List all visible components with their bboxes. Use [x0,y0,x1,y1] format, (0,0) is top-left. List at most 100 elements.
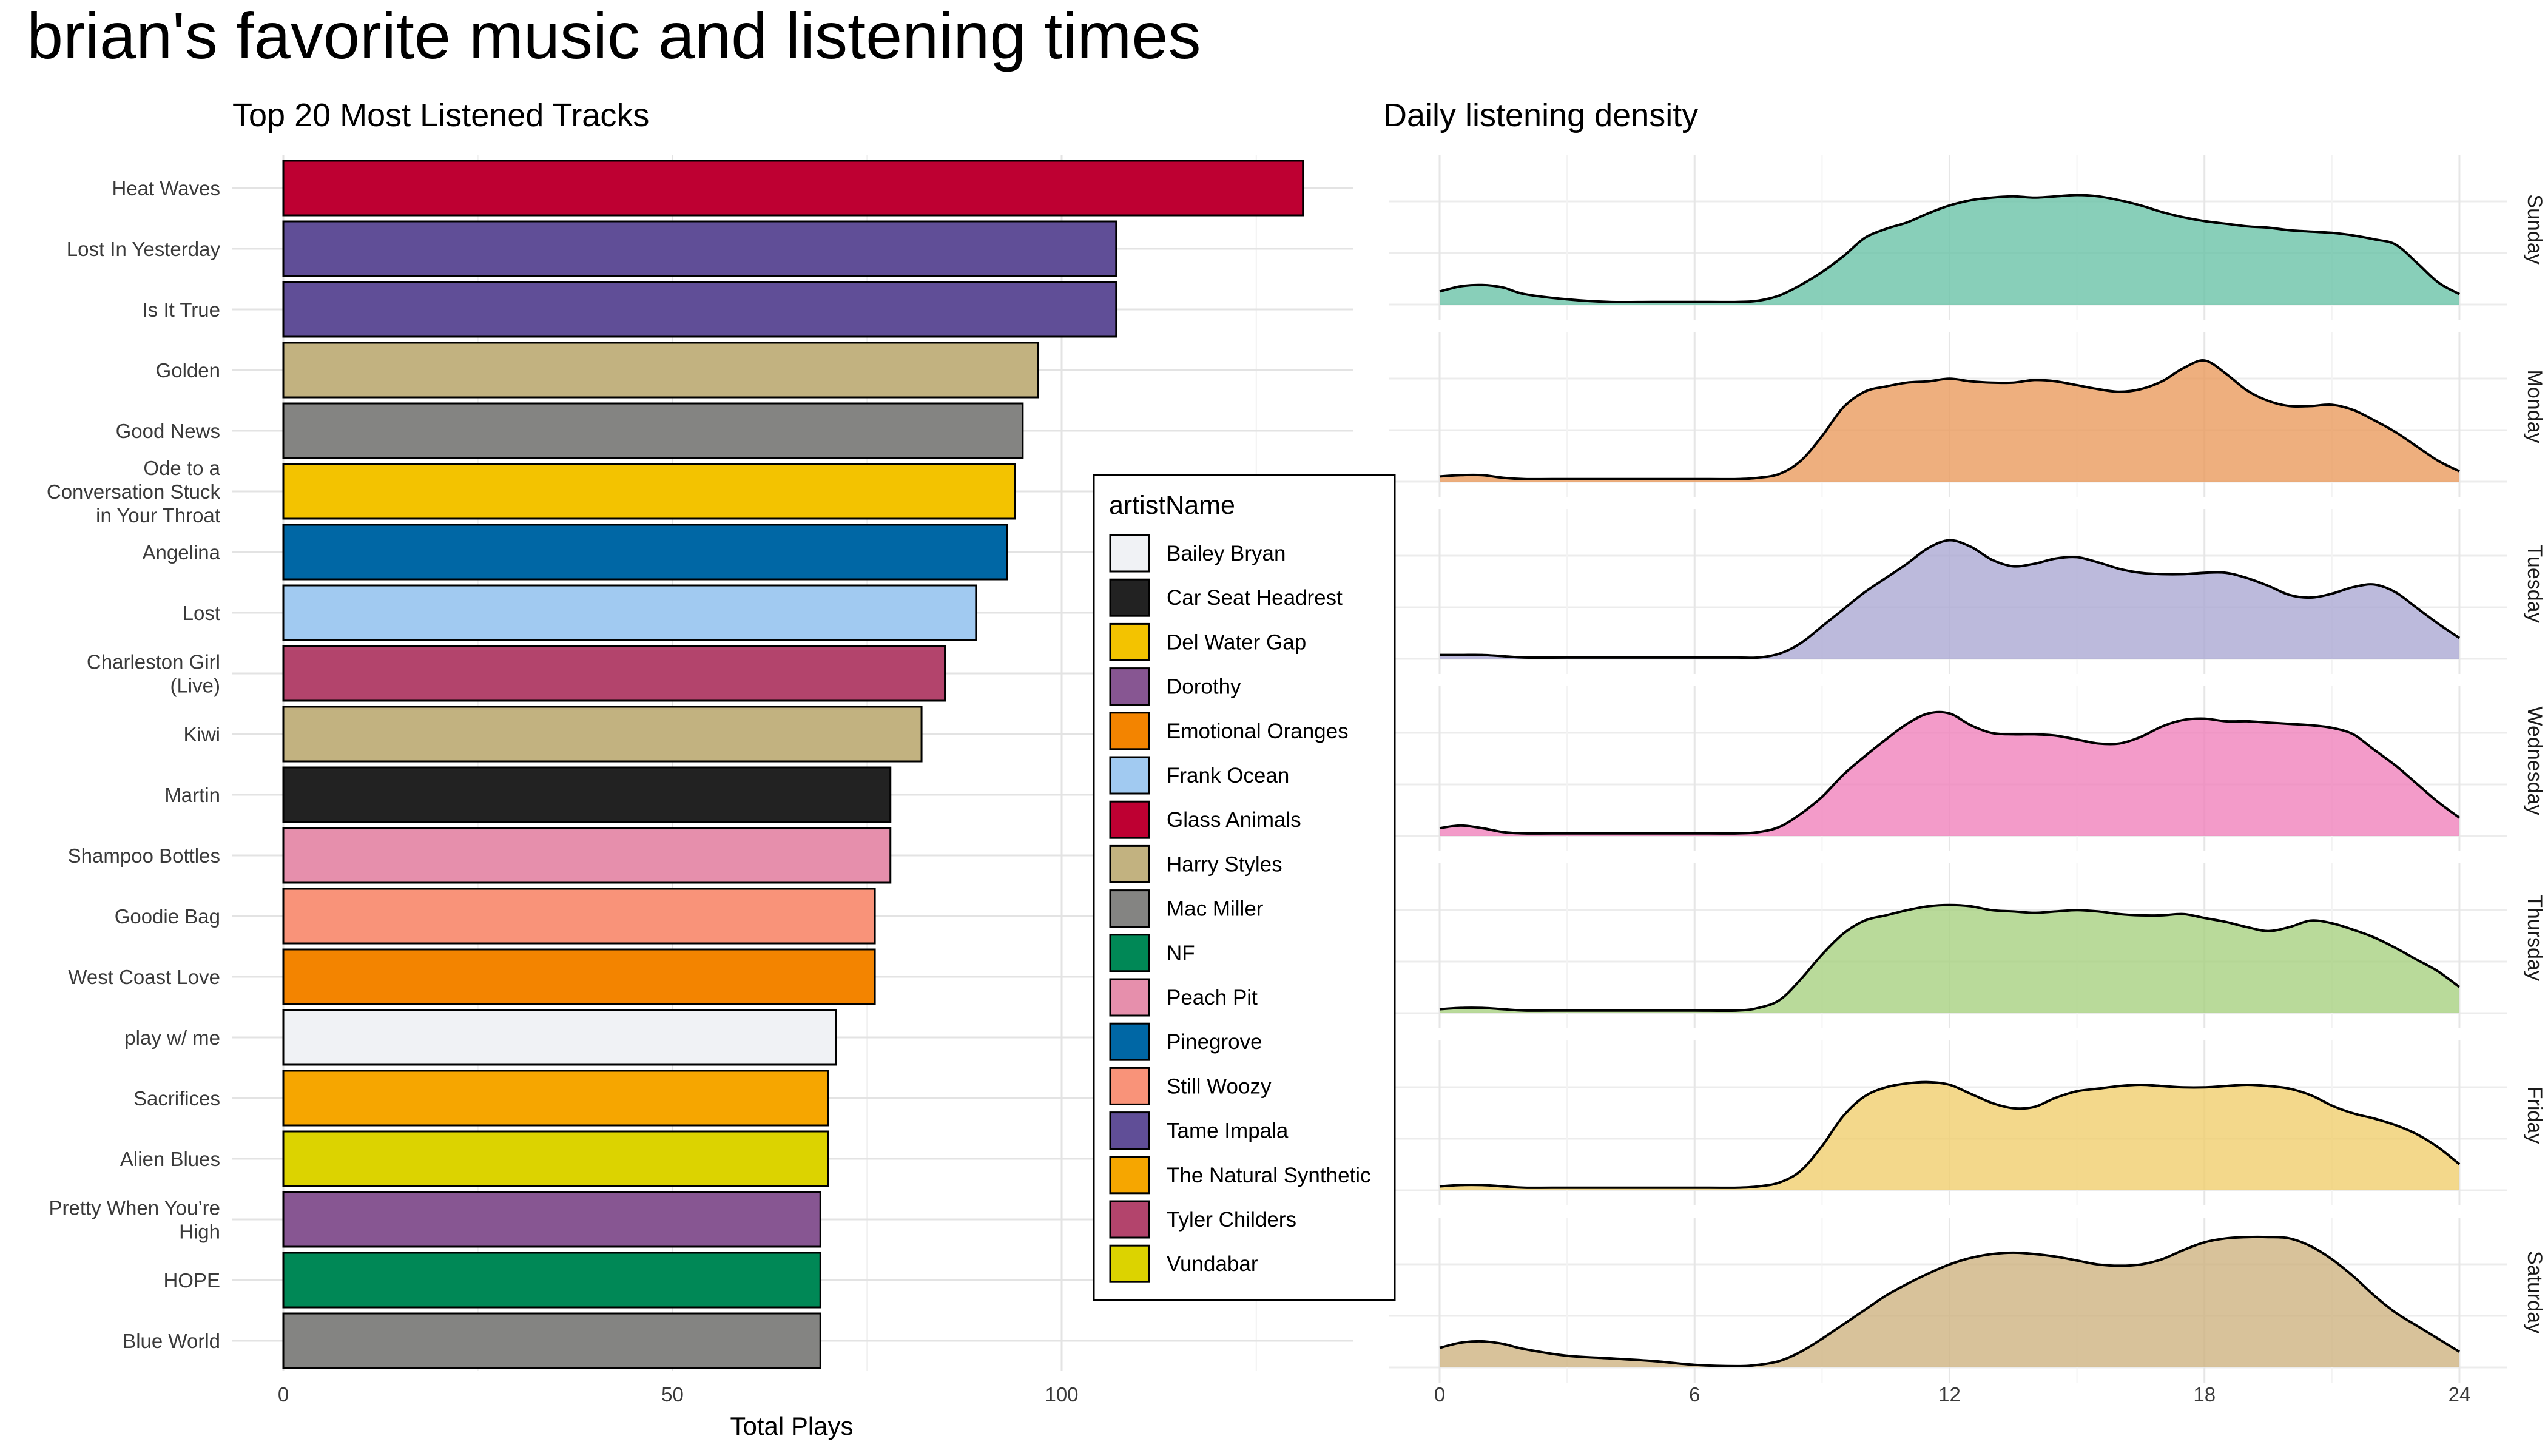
bar-category-label: Golden [156,359,220,382]
density-x-tick-label: 18 [2193,1383,2216,1406]
density-area [1440,1082,2459,1190]
bar-category-label-line: HOPE [163,1269,220,1292]
legend-label: Vundabar [1167,1252,1258,1276]
bar [282,645,946,702]
bar [282,281,1117,338]
bar [282,1009,837,1066]
bar-category-label-line: Blue World [123,1330,220,1352]
bar-category-label: West Coast Love [68,966,220,988]
bar-category-label-line: Lost [183,602,220,624]
legend-swatch [1109,800,1150,839]
bar-category-label: Shampoo Bottles [68,844,220,867]
legend-swatch [1109,844,1150,883]
bar [282,888,876,945]
density-area [1440,712,2459,836]
bar [282,948,876,1005]
density-line [1439,1080,2461,1189]
legend-label: Tame Impala [1167,1119,1289,1143]
bar [282,706,923,763]
density-area [1440,1236,2459,1367]
legend-swatch [1109,889,1150,928]
density-line [1439,710,2461,835]
bar [282,524,1008,581]
legend-swatch [1109,756,1150,795]
bar-category-label-line: Lost In Yesterday [67,238,221,260]
density-area [1440,195,2459,305]
legend-swatch [1109,934,1150,972]
bar-x-tick-label: 0 [278,1383,289,1406]
legend-swatch [1109,712,1150,750]
density-area [1440,540,2459,659]
bar-category-label: Alien Blues [120,1148,220,1170]
bar-category-label-line: Golden [156,359,220,382]
legend-swatch [1109,978,1150,1017]
density-line [1439,1235,2461,1367]
page-title: brian's favorite music and listening tim… [27,0,1201,72]
legend-swatch [1109,534,1150,573]
bar [282,584,977,641]
bar-x-tick-label: 100 [1045,1383,1078,1406]
bar [282,1191,821,1248]
bar-category-label-line: play w/ me [124,1026,220,1049]
bar [282,1070,829,1127]
bar-category-label: Angelina [143,541,221,564]
facet-label: Saturday [2523,1251,2546,1333]
bar-category-label: Charleston Girl (Live) [87,651,220,697]
legend-label: Emotional Oranges [1167,720,1349,743]
bar-chart-title: Top 20 Most Listened Tracks [232,97,649,133]
legend-label: Frank Ocean [1167,764,1289,787]
legend-label: Dorothy [1167,675,1241,699]
bar [282,402,1024,459]
bar-category-label-line: Kiwi [183,723,220,746]
legend-label: Del Water Gap [1167,630,1306,654]
legend-swatch [1109,1200,1150,1239]
bar-category-label: Lost [183,602,220,624]
bar-category-label-line: in Your Throat [96,504,220,527]
bar-category-label-line: Heat Waves [112,177,220,200]
density-line [1439,194,2460,304]
density-area [1440,905,2459,1013]
bar-category-label-line: Charleston Girl [87,651,220,673]
legend-label: Tyler Childers [1167,1208,1296,1232]
bar-category-label: play w/ me [124,1026,220,1049]
density-line [1439,359,2460,480]
bar-category-label-line: West Coast Love [68,966,220,988]
bar-category-label: Is It True [143,298,220,321]
bar [282,827,892,884]
legend-swatch [1109,667,1150,706]
bar-category-label: Lost In Yesterday [67,238,221,260]
bar-category-label: Sacrifices [133,1087,220,1110]
bar-category-label: Goodie Bag [115,905,220,928]
bar-category-label-line: Ode to a [143,457,220,479]
bar [282,1130,829,1187]
bar-category-label-line: Goodie Bag [115,905,220,928]
bar [282,220,1117,277]
legend-label: Car Seat Headrest [1167,586,1343,610]
legend-label: The Natural Synthetic [1167,1164,1371,1187]
legend-label: Mac Miller [1167,897,1264,921]
bar-category-label-line: Sacrifices [133,1087,220,1110]
legend-label: Harry Styles [1167,852,1282,876]
bar [282,1252,821,1309]
legend-swatch [1109,1244,1150,1283]
legend-swatch [1109,622,1150,661]
bar [282,766,892,823]
bar-category-label-line: Good News [116,420,220,442]
legend-label: Glass Animals [1167,808,1301,832]
legend-label: Peach Pit [1167,986,1258,1009]
legend-label: Still Woozy [1167,1074,1272,1098]
density-x-tick-label: 0 [1434,1383,1445,1406]
bar-category-label-line: Shampoo Bottles [68,844,220,867]
bar [282,463,1016,520]
bar-category-label-line: Is It True [143,298,220,321]
density-area [1440,360,2459,482]
legend-label: NF [1167,942,1195,965]
facet-label: Sunday [2523,194,2546,264]
legend-swatch [1109,1067,1150,1105]
facet-label: Friday [2523,1087,2546,1144]
legend-swatch [1109,578,1150,617]
bar-category-label: Martin [164,784,220,806]
bar [282,160,1304,217]
legend-swatch [1109,1111,1150,1150]
